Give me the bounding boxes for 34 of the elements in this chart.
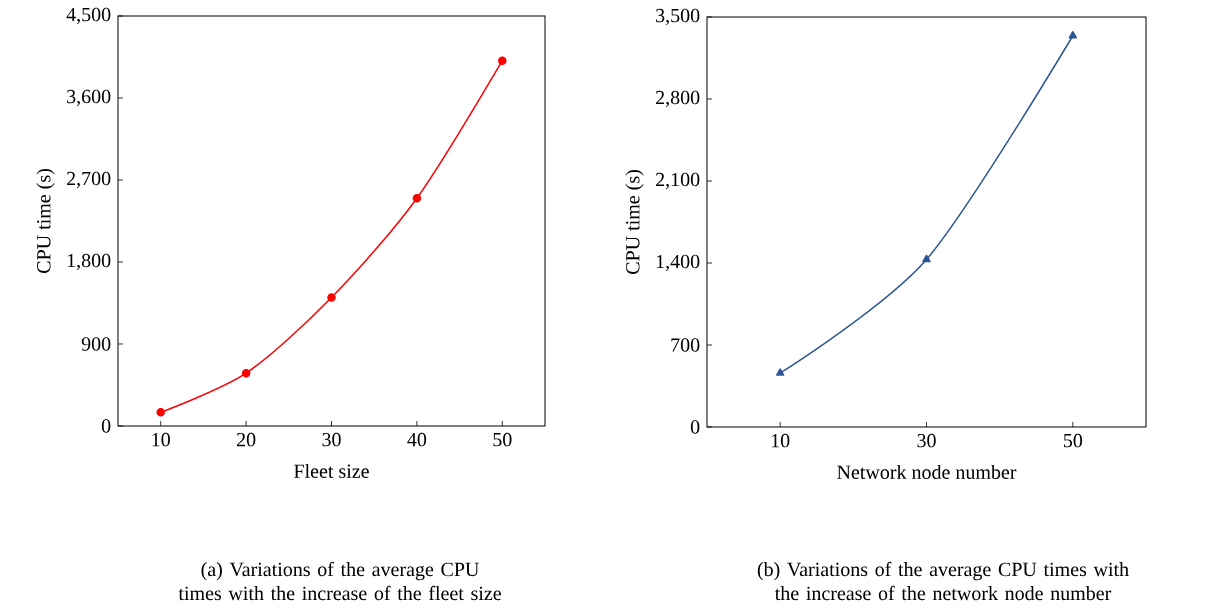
y-axis-title: CPU time (s) <box>36 169 55 273</box>
y-tick-label: 1,400 <box>656 254 700 272</box>
y-tick-label: 3,500 <box>656 8 700 26</box>
x-tick-label: 50 <box>1064 433 1083 448</box>
y-tick-label: 0 <box>101 419 111 433</box>
y-tick-label: 3,600 <box>67 89 111 107</box>
y-tick-label: 2,700 <box>67 171 111 189</box>
point <box>156 408 165 417</box>
point <box>327 293 336 302</box>
y-tick-label: 2,100 <box>656 172 700 190</box>
point <box>241 368 251 378</box>
y-tick-label: 0 <box>690 420 700 434</box>
y-tick-label: 1,800 <box>67 253 111 271</box>
x-tick-label: 30 <box>917 433 936 448</box>
y-tick-label: 2,800 <box>656 90 700 108</box>
y-axis-title: CPU time (s) <box>625 170 644 274</box>
x-tick-label: 50 <box>493 432 512 447</box>
x-axis-title: Network node number <box>837 464 1017 479</box>
x-tick-label: 10 <box>771 433 790 448</box>
point <box>775 368 785 376</box>
x-tick-label: 20 <box>236 432 256 447</box>
point <box>412 193 422 203</box>
point <box>922 254 931 263</box>
y-tick-label: 700 <box>671 338 700 352</box>
text: (b) Variations of the average CPU times with the increase of the network node number <box>757 561 1129 601</box>
x-tick-label: 40 <box>407 432 427 447</box>
x-axis-title: Fleet size <box>294 463 369 478</box>
point <box>498 56 507 65</box>
text: (a) Variations of the average CPU times with the increase of the fleet size <box>178 561 501 601</box>
y-tick-label: 4,500 <box>66 7 111 25</box>
x-tick-label: 30 <box>322 432 341 447</box>
x-tick-label: 10 <box>152 432 170 447</box>
point <box>1068 30 1078 39</box>
y-tick-label: 900 <box>81 337 111 351</box>
